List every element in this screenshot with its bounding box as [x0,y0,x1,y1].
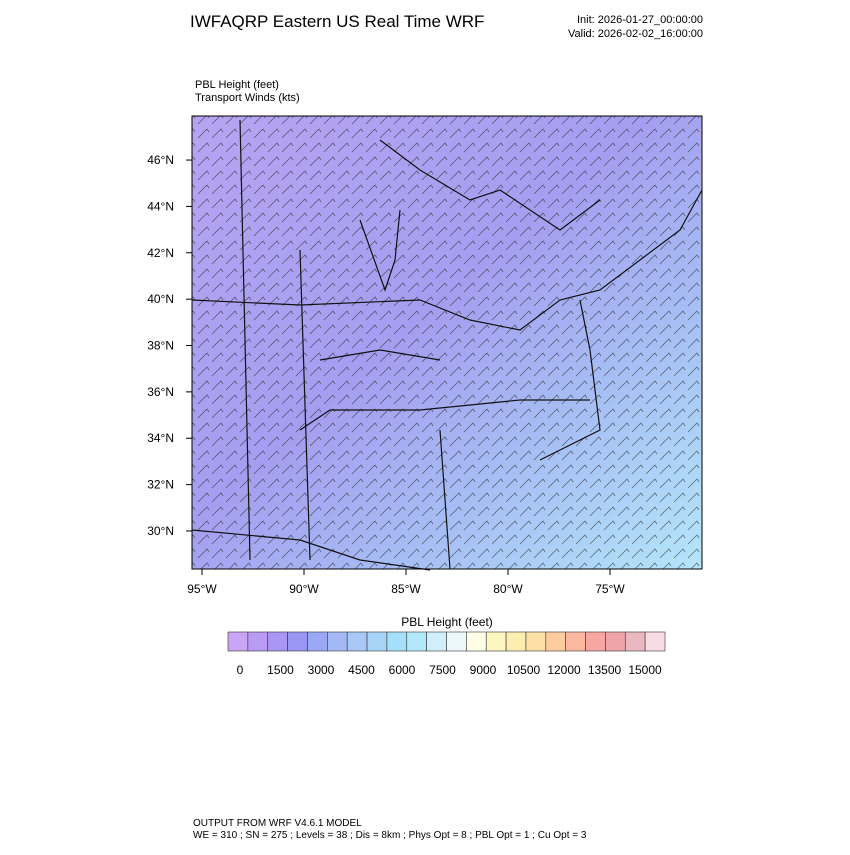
title: IWFAQRP Eastern US Real Time WRF [190,12,484,31]
x-tick-label: 75°W [595,582,625,596]
x-tick-label: 90°W [289,582,319,596]
init-time: Init: 2026-01-27_00:00:00 [577,14,703,26]
colorbar-swatch [525,631,547,652]
x-tick-label: 80°W [493,582,523,596]
y-tick-label: 38°N [147,339,174,353]
colorbar-swatch [267,631,288,652]
colorbar-swatch [485,631,507,652]
colorbar-swatch [505,631,527,652]
colorbar-label: 15000 [628,663,662,677]
colorbar-label: 10500 [507,663,541,677]
colorbar-swatch [386,631,408,652]
x-tick-label: 95°W [187,582,217,596]
colorbar-label: 9000 [470,663,497,677]
colorbar-swatch [545,631,566,652]
y-tick-label: 44°N [147,199,174,213]
colorbar-label: 3000 [308,663,335,677]
boundaries [191,119,703,571]
y-tick-label: 36°N [147,385,174,399]
map-frame [191,115,703,570]
colorbar-swatch [287,631,308,652]
colorbar-swatch [605,631,626,652]
colorbar-label: 4500 [348,663,375,677]
colorbar-swatch [307,631,328,652]
colorbar: 0 1500 3000 4500 6000 7500 9000 10500 12000 13500… [227,631,666,677]
colorbar-swatch [406,631,427,652]
colorbar-swatch [644,631,666,652]
y-tick-label: 40°N [147,292,174,306]
wind-barbs [192,116,702,569]
x-tick-label: 85°W [391,582,421,596]
colorbar-swatch [466,631,487,652]
colorbar-swatch [346,631,368,652]
field-label: PBL Height (feet) [195,79,279,91]
colorbar-label: 6000 [389,663,416,677]
colorbar-swatch [624,631,646,652]
footer-line: OUTPUT FROM WRF V4.6.1 MODEL [193,818,362,829]
y-tick-label: 46°N [147,153,174,167]
colorbar-swatch [426,631,447,652]
colorbar-swatch [247,631,269,652]
y-tick-label: 32°N [147,478,174,492]
colorbar-swatch [585,631,606,652]
colorbar-label: 12000 [547,663,581,677]
colorbar-label: 13500 [588,663,622,677]
vector-label: Transport Winds (kts) [195,92,300,104]
colorbar-swatch [327,631,348,652]
colorbar-swatch [366,631,388,652]
y-tick-label: 42°N [147,246,174,260]
y-tick-label: 30°N [147,524,174,538]
valid-time: Valid: 2026-02-02_16:00:00 [568,28,703,40]
colorbar-label: 0 [237,663,244,677]
colorbar-label: 1500 [267,663,294,677]
y-tick-label: 34°N [147,431,174,445]
footer-line: WE = 310 ; SN = 275 ; Levels = 38 ; Dis … [193,830,587,841]
colorbar-swatch [227,631,249,652]
colorbar-swatch [565,631,586,652]
colorbar-title: PBL Height (feet) [401,615,493,629]
colorbar-label: 7500 [429,663,456,677]
colorbar-swatch [446,631,467,652]
